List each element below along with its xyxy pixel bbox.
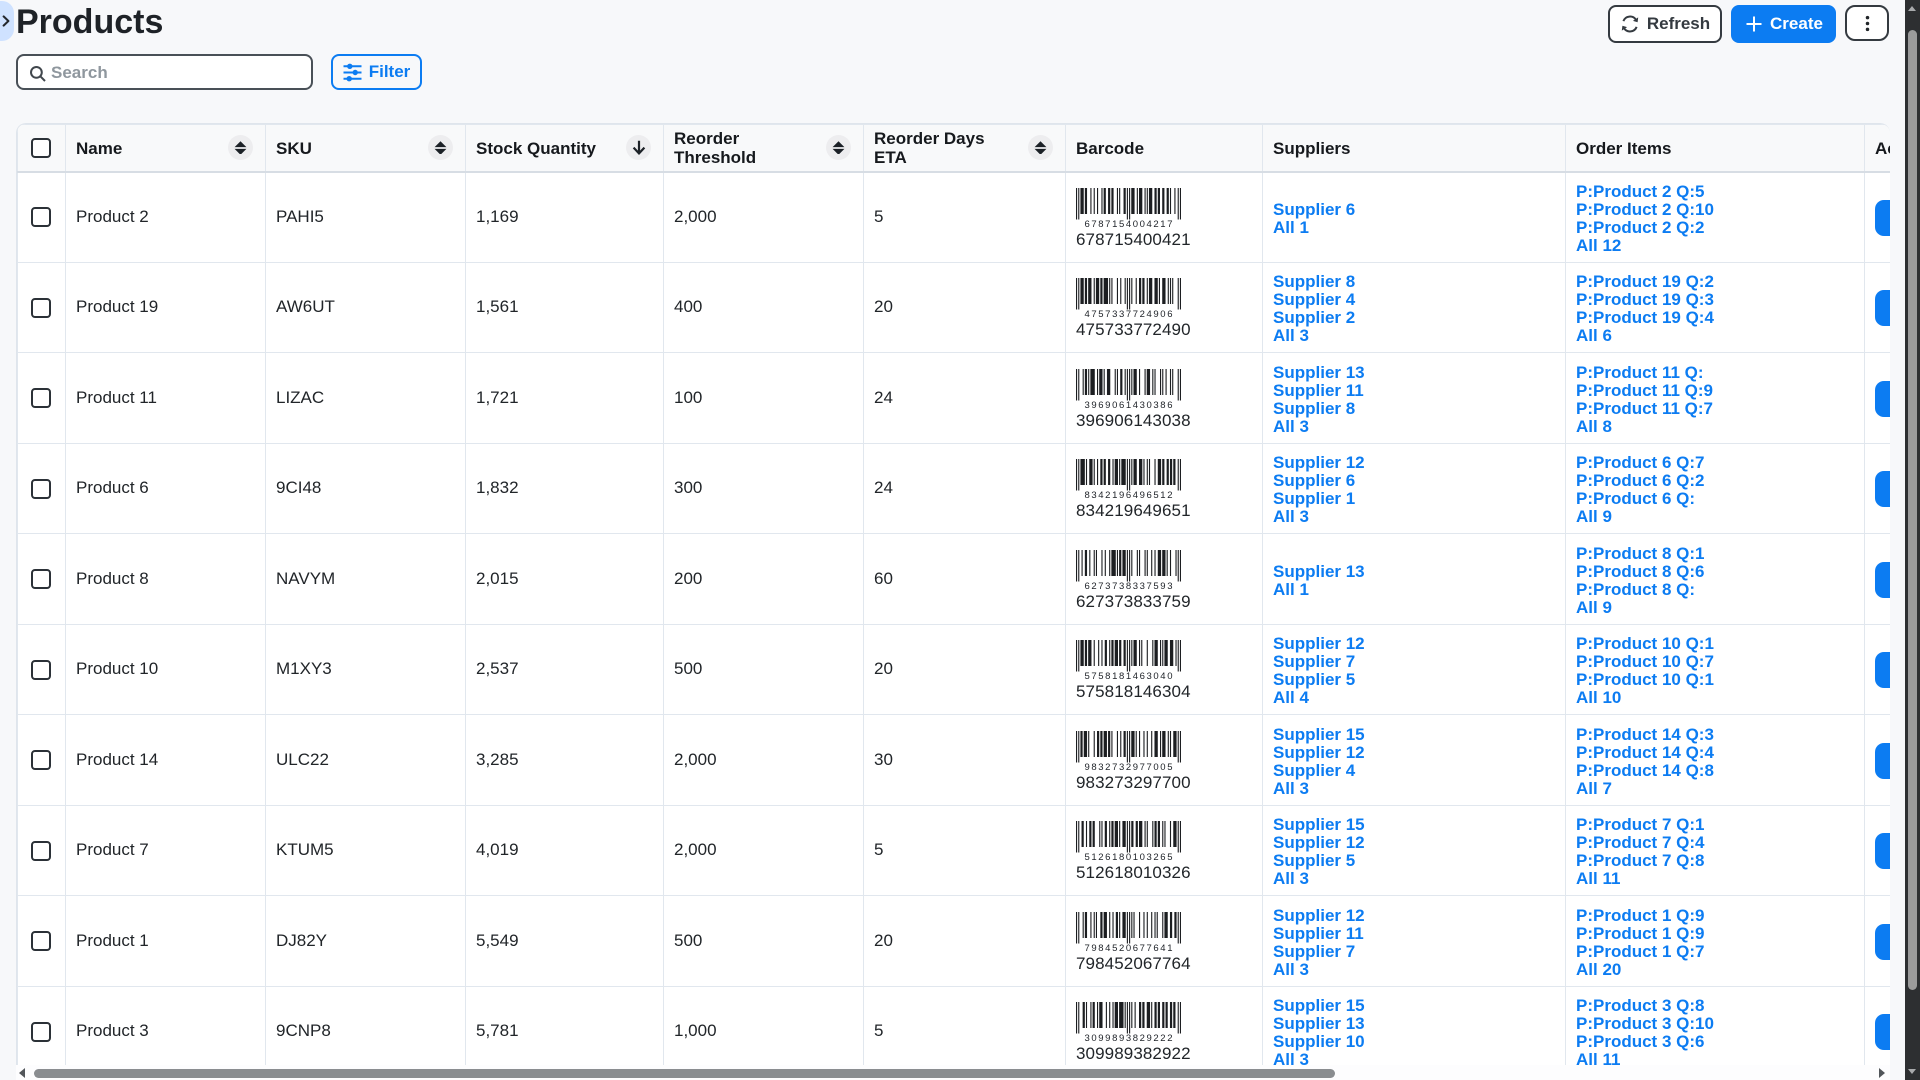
svg-text:9832732977005: 9832732977005	[1085, 762, 1173, 773]
svg-text:8342196496512: 8342196496512	[1085, 490, 1173, 501]
svg-text:5126180103265: 5126180103265	[1085, 852, 1173, 863]
svg-text:3969061430386: 3969061430386	[1085, 400, 1173, 411]
svg-text:6273738337593: 6273738337593	[1085, 581, 1173, 592]
svg-text:7984520677641: 7984520677641	[1085, 943, 1173, 954]
svg-text:3099893829222: 3099893829222	[1085, 1033, 1173, 1044]
svg-text:5758181463040: 5758181463040	[1085, 671, 1173, 682]
svg-text:6787154004217: 6787154004217	[1085, 219, 1173, 230]
svg-text:4757337724906: 4757337724906	[1085, 309, 1173, 320]
